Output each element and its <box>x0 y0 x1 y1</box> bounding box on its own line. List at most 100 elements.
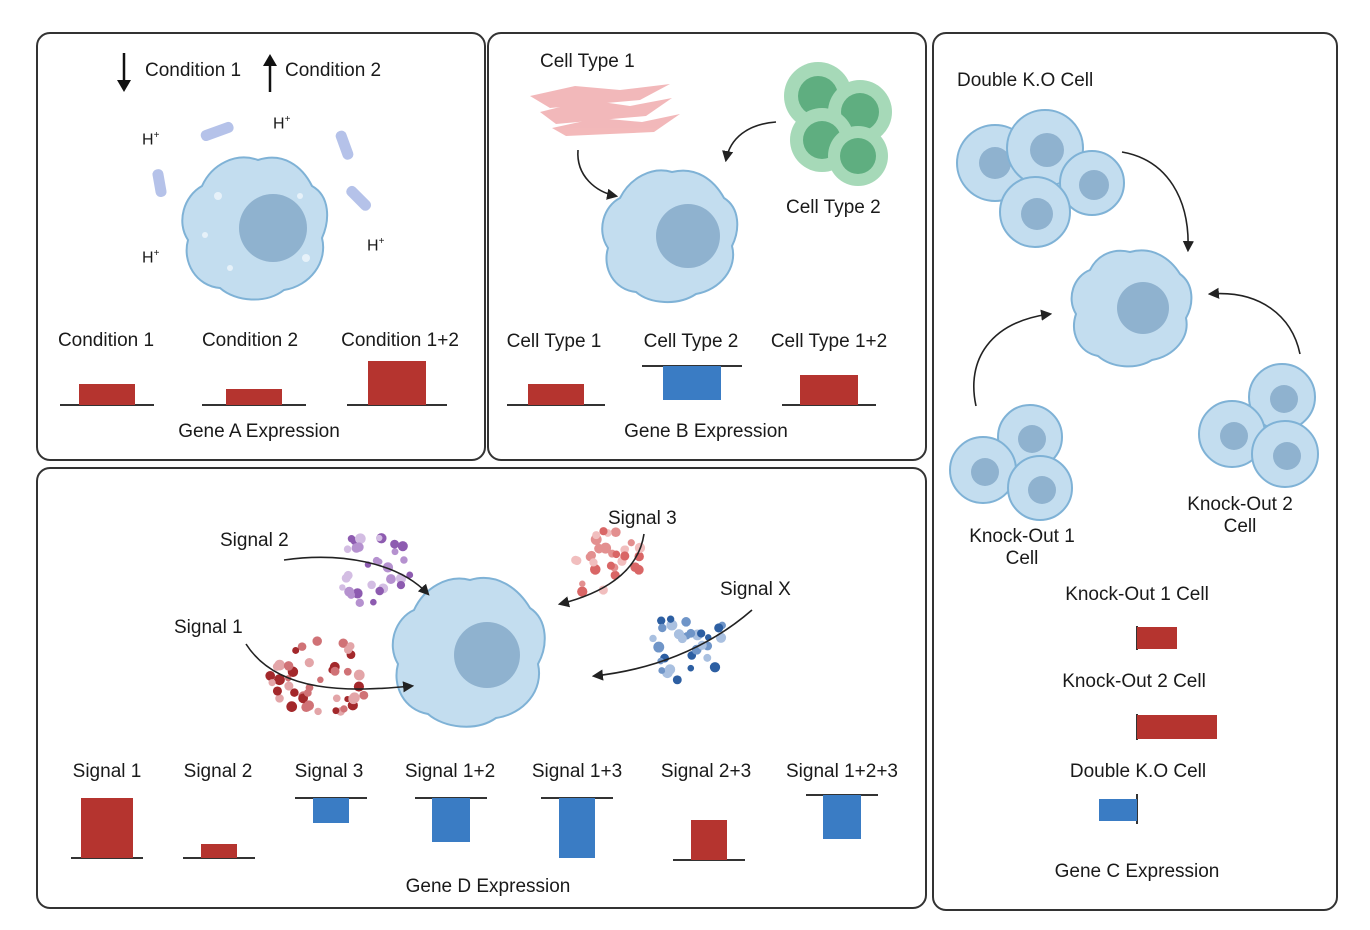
signal-dot <box>272 686 282 696</box>
cell-type-1-label: Cell Type 1 <box>540 51 635 72</box>
signal-dot <box>353 669 365 681</box>
legend-condition-2: Condition 2 <box>285 60 382 81</box>
signal-dot <box>274 674 285 686</box>
signal-dot <box>290 688 299 697</box>
signal-dot <box>600 542 612 554</box>
bar-label: Condition 1 <box>57 330 155 351</box>
signal-1-label: Signal 1 <box>174 617 243 638</box>
signal-x-label: Signal X <box>720 579 791 600</box>
signal-dot <box>677 634 687 644</box>
signal-dot <box>391 548 399 556</box>
bar-up <box>800 375 858 405</box>
signal-dot <box>370 598 377 606</box>
signal-dot <box>338 638 349 648</box>
signal-dot <box>627 539 635 547</box>
signal-dot <box>284 681 294 691</box>
double-ko-label: Double K.O Cell <box>957 70 1094 91</box>
signal-dot <box>681 617 691 627</box>
bar-down <box>663 366 721 400</box>
signal-dot <box>274 659 285 671</box>
bar-label: Signal 1+3 <box>531 761 623 782</box>
ion-label: H+ <box>273 114 291 133</box>
signal-dot <box>268 679 276 687</box>
ion-label: H+ <box>142 248 160 267</box>
signal-dot <box>347 591 356 599</box>
ion-label: H+ <box>142 130 160 149</box>
signal-dot <box>283 661 294 671</box>
signal-dot <box>386 574 396 584</box>
bar-up <box>79 384 135 405</box>
knockout-1-label: Knock-Out 1 Cell <box>969 526 1075 569</box>
signal-dot <box>589 558 598 567</box>
pink-fibroblast-cells <box>530 84 680 136</box>
knockout-2-label: Knock-Out 2 Cell <box>1187 494 1293 537</box>
signal-dot <box>340 705 348 713</box>
gene-c-title: Gene C Expression <box>1054 861 1220 882</box>
signal-dot <box>376 534 383 542</box>
gene-b-title: Gene B Expression <box>624 421 788 442</box>
double-ko-cell-cluster <box>956 109 1125 248</box>
signal-dot <box>314 707 322 716</box>
bar-down <box>1099 799 1137 821</box>
signal-dot <box>630 562 640 572</box>
signal-dot <box>592 531 601 540</box>
signal-dot <box>703 653 712 662</box>
bar-down <box>432 798 470 842</box>
signal-dot <box>579 580 586 587</box>
signal-dot <box>332 707 340 715</box>
bacteria-icons <box>152 121 372 211</box>
bar-label: Signal 3 <box>294 761 364 782</box>
bar-up <box>201 844 237 858</box>
knockout-1-cells <box>949 404 1073 521</box>
signal-dot <box>339 584 346 591</box>
signal-dot <box>610 527 621 538</box>
bar-label: Signal 2+3 <box>660 761 752 782</box>
immune-cell-d <box>391 577 546 728</box>
signal-dot <box>657 616 666 625</box>
signal-dot <box>397 541 408 552</box>
bar-label: Signal 1+2+3 <box>786 761 898 782</box>
signal-dot <box>598 585 608 595</box>
bar-label: Knock-Out 2 Cell <box>1062 671 1206 692</box>
ion-label: H+ <box>367 236 385 255</box>
bar-label: Double K.O Cell <box>1069 761 1207 782</box>
bar-label: Signal 1 <box>72 761 142 782</box>
bar-label: Condition 2 <box>201 330 299 351</box>
signal-dot <box>354 542 364 552</box>
signal-dot <box>390 539 399 549</box>
signal-dot <box>571 555 580 565</box>
bar-up <box>1137 627 1177 649</box>
signal-dot <box>343 545 352 553</box>
gene-d-title: Gene D Expression <box>405 876 571 897</box>
signal-dot <box>265 670 276 681</box>
signal-dot <box>332 694 341 703</box>
bar-label: Knock-Out 1 Cell <box>1065 584 1209 605</box>
signal-dot <box>714 623 724 633</box>
signal-dot <box>343 645 353 654</box>
bar-up <box>1137 715 1217 739</box>
signal-dot <box>330 666 340 676</box>
signal-dot <box>355 598 364 608</box>
signal-dot <box>312 636 322 646</box>
down-arrow-icon <box>117 53 131 92</box>
knockout-2-cells <box>1198 363 1319 488</box>
signal-dot <box>697 629 706 638</box>
signal-dot <box>672 675 682 685</box>
signal-2-label: Signal 2 <box>220 530 289 551</box>
signal-3-label: Signal 3 <box>608 508 677 529</box>
bar-up <box>226 389 282 405</box>
signal-dot <box>612 550 621 559</box>
bar-label: Signal 1+2 <box>404 761 496 782</box>
signal-dot <box>653 641 665 653</box>
signal-dot <box>376 558 383 565</box>
signal-dot <box>658 623 667 633</box>
signal-dot <box>577 586 588 597</box>
signal-dot <box>275 694 284 703</box>
signal-dot <box>343 667 352 676</box>
signal-dot <box>355 535 365 544</box>
signal-dot <box>317 676 324 684</box>
signal-dot <box>297 642 307 651</box>
bar-down <box>823 795 861 839</box>
immune-cell-c <box>1070 249 1193 368</box>
